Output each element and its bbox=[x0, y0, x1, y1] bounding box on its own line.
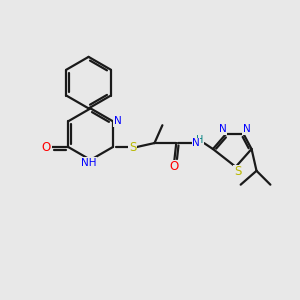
Text: S: S bbox=[234, 165, 242, 178]
Text: NH: NH bbox=[81, 158, 96, 168]
Text: N: N bbox=[219, 124, 227, 134]
Text: S: S bbox=[129, 140, 136, 154]
Text: N: N bbox=[114, 116, 122, 126]
Text: O: O bbox=[170, 160, 179, 173]
Text: H: H bbox=[196, 135, 204, 145]
Text: N: N bbox=[243, 124, 250, 134]
Text: N: N bbox=[192, 138, 200, 148]
Text: O: O bbox=[42, 140, 51, 154]
